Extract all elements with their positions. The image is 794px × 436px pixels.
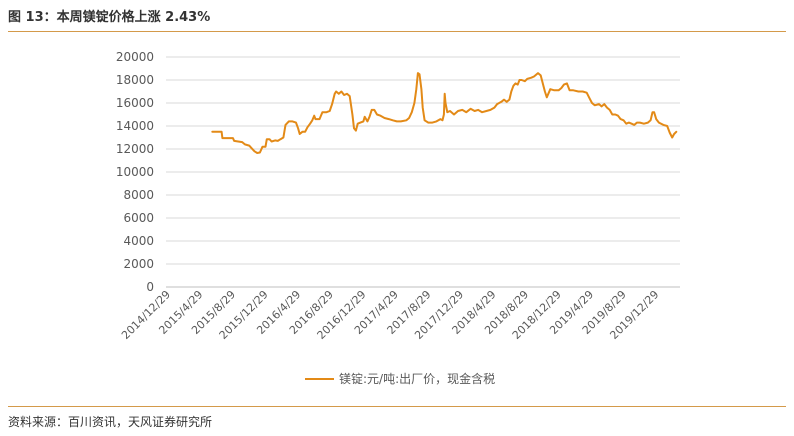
y-tick-label: 6000 (123, 211, 154, 225)
legend-label: 镁锭:元/吨:出厂价，现金含税 (339, 371, 495, 386)
y-tick-label: 2000 (123, 257, 154, 271)
bottom-rule (8, 406, 786, 407)
series-line-magnesium-ingot (211, 72, 678, 154)
y-tick-label: 14000 (116, 119, 154, 133)
y-tick-label: 10000 (116, 165, 154, 179)
y-tick-label: 16000 (116, 96, 154, 110)
y-tick-label: 18000 (116, 73, 154, 87)
gridlines (166, 56, 680, 265)
x-axis-ticks: 2014/12/292015/4/292015/8/292015/12/2920… (119, 288, 661, 342)
y-axis-ticks: 0 2000 4000 6000 8000 10000 12000 14000 16000 180… (116, 50, 154, 294)
y-tick-label: 8000 (123, 188, 154, 202)
figure-title: 图 13：本周镁锭价格上涨 2.43% (8, 10, 211, 25)
top-rule (8, 31, 786, 32)
y-tick-label: 20000 (116, 50, 154, 64)
line-chart: 0 2000 4000 6000 8000 10000 12000 14000 16000 180… (116, 50, 680, 386)
y-tick-label: 12000 (116, 142, 154, 156)
y-tick-label: 4000 (123, 234, 154, 248)
source-note: 资料来源：百川资讯，天风证券研究所 (8, 415, 213, 429)
y-tick-label: 0 (146, 280, 154, 294)
legend: 镁锭:元/吨:出厂价，现金含税 (305, 371, 495, 386)
